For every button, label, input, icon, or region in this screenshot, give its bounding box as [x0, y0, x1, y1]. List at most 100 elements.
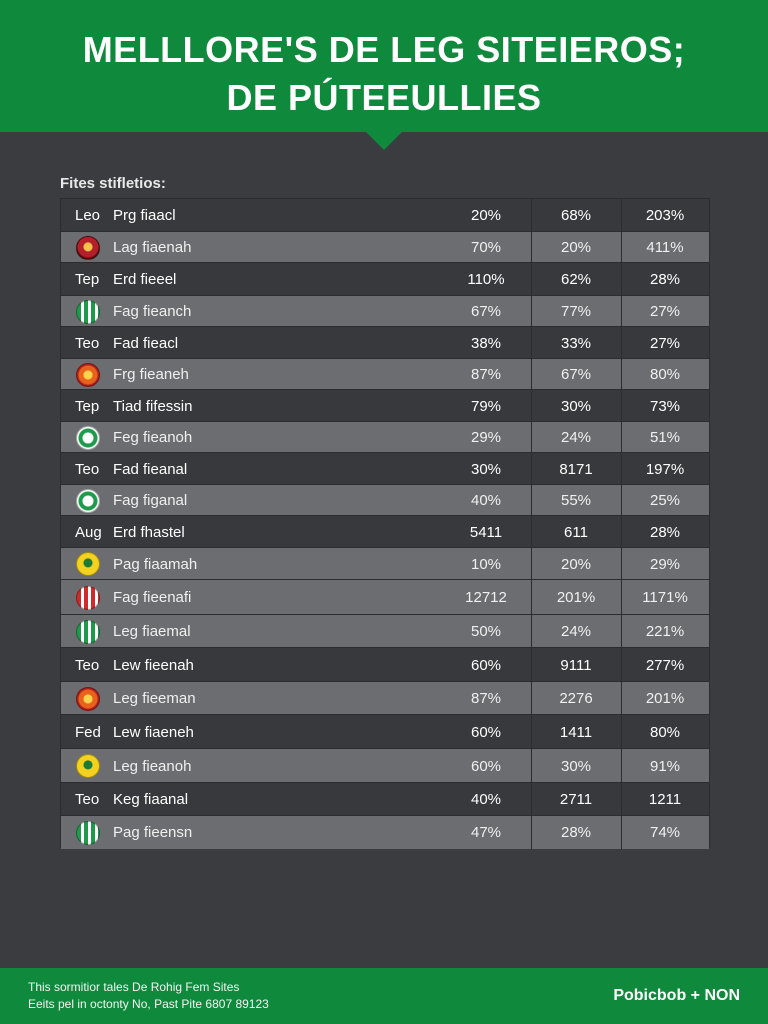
- stat-value-1: 87%: [470, 366, 502, 383]
- column-divider: [621, 390, 622, 422]
- green-yellow-crest-icon: [76, 552, 100, 576]
- column-divider: [621, 232, 622, 263]
- stat-value-3: 411%: [646, 239, 684, 256]
- stat-value-3: 74%: [649, 824, 681, 841]
- table-row: Tep Erd fieeel 110% 62% 28%: [61, 262, 709, 296]
- team-name: Erd fieeel: [113, 271, 177, 288]
- team-badge-cell: [75, 749, 101, 783]
- stat-value-2: 9111: [560, 656, 592, 674]
- table-row: Teo Keg fiaanal 40% 2711 1211: [61, 782, 709, 816]
- stat-value-1: 10%: [470, 555, 502, 573]
- stat-value-3: 201%: [645, 690, 685, 707]
- team-name: Leg fieeman: [113, 690, 196, 707]
- column-divider: [531, 783, 532, 816]
- stat-value-2: 2276: [559, 690, 593, 707]
- stat-value-2: 62%: [560, 271, 592, 288]
- green-stripes-icon: [76, 820, 100, 845]
- column-divider: [531, 263, 532, 296]
- team-badge-cell: [75, 232, 101, 263]
- table-row: Fag fieenafi 12712 201% 1171%: [61, 579, 709, 615]
- team-code: Teo: [75, 460, 100, 478]
- orange-crest-icon: [76, 686, 100, 711]
- table-row: Pag fieensn 47% 28% 74%: [61, 815, 709, 849]
- stat-value-3: 221%: [645, 623, 685, 640]
- column-divider: [621, 548, 622, 580]
- column-divider: [621, 715, 622, 749]
- team-name: Pag fieensn: [113, 824, 193, 841]
- table-row: Pag fiaamah 10% 20% 29%: [61, 547, 709, 580]
- team-name: Frg fieaneh: [113, 366, 189, 383]
- stat-value-2: 28%: [560, 824, 592, 841]
- stat-value-3: 80%: [649, 723, 681, 741]
- team-name: Keg fiaanal: [113, 791, 189, 808]
- team-badge-cell: [75, 422, 101, 453]
- stat-value-3: 28%: [649, 523, 681, 541]
- column-divider: [621, 749, 622, 783]
- stat-value-2: 201%: [556, 589, 596, 606]
- stat-value-1: 60%: [470, 656, 502, 674]
- team-badge-cell: [75, 816, 101, 849]
- stat-value-2: 24%: [560, 429, 592, 446]
- stat-value-1: 60%: [470, 757, 502, 775]
- table-row: Fed Lew fiaeneh 60% 1411 80%: [61, 714, 709, 749]
- stat-value-3: 25%: [649, 492, 681, 509]
- stat-value-3: 1211: [648, 791, 682, 808]
- column-divider: [531, 580, 532, 615]
- table-row: Leo Prg fiaacl 20% 68% 203%: [61, 198, 709, 232]
- column-divider: [621, 580, 622, 615]
- page-title: MELLLORE'S DE LEG SITEIEROS; DE PÚTEEULL…: [0, 26, 768, 122]
- column-divider: [531, 232, 532, 263]
- column-divider: [531, 199, 532, 232]
- stat-value-1: 67%: [470, 303, 502, 320]
- column-divider: [531, 516, 532, 548]
- stat-value-1: 30%: [470, 460, 502, 478]
- team-badge-cell: [75, 682, 101, 715]
- column-divider: [621, 648, 622, 682]
- stat-value-3: 91%: [649, 757, 681, 775]
- green-white-crest-icon: [76, 488, 100, 513]
- column-divider: [531, 648, 532, 682]
- footer-text-line-1: This sormitior tales De Rohig Fem Sites: [28, 980, 240, 994]
- column-divider: [621, 296, 622, 327]
- table-subtitle: Fites stifletios:: [60, 175, 166, 192]
- stat-value-3: 80%: [649, 366, 681, 383]
- stat-value-3: 51%: [649, 429, 681, 446]
- red-crest-icon: [76, 235, 100, 260]
- column-divider: [621, 816, 622, 849]
- stat-value-2: 33%: [560, 334, 592, 352]
- stat-value-1: 29%: [470, 429, 502, 446]
- column-divider: [531, 359, 532, 390]
- stat-value-3: 277%: [645, 656, 685, 674]
- stat-value-3: 73%: [649, 397, 681, 415]
- table-row: Feg fieanoh 29% 24% 51%: [61, 421, 709, 453]
- column-divider: [621, 327, 622, 359]
- team-badge-cell: [75, 359, 101, 390]
- table-row: Fag figanal 40% 55% 25%: [61, 484, 709, 516]
- stat-value-2: 77%: [560, 303, 592, 320]
- column-divider: [621, 263, 622, 296]
- stat-value-3: 29%: [649, 555, 681, 573]
- stat-value-1: 20%: [470, 207, 502, 224]
- table-row: Aug Erd fhastel 5411 611 28%: [61, 515, 709, 548]
- stat-value-2: 24%: [560, 623, 592, 640]
- team-badge-cell: [75, 548, 101, 580]
- team-name: Fag figanal: [113, 492, 188, 509]
- stat-value-1: 40%: [470, 791, 502, 808]
- team-name: Prg fiaacl: [113, 207, 176, 224]
- team-code: Leo: [75, 207, 101, 224]
- team-code: Teo: [75, 656, 100, 674]
- team-name: Leg fieanoh: [113, 757, 192, 775]
- team-name: Fad fieacl: [113, 334, 179, 352]
- table-row: Fag fieanch 67% 77% 27%: [61, 295, 709, 327]
- column-divider: [531, 390, 532, 422]
- stat-value-2: 20%: [560, 239, 592, 256]
- team-name: Feg fieanoh: [113, 429, 193, 446]
- stat-value-2: 67%: [560, 366, 592, 383]
- column-divider: [621, 485, 622, 516]
- team-name: Lew fiaeneh: [113, 723, 194, 741]
- stat-value-1: 40%: [470, 492, 502, 509]
- stat-value-3: 1171%: [642, 589, 688, 606]
- team-name: Erd fhastel: [113, 523, 185, 541]
- column-divider: [531, 453, 532, 485]
- column-divider: [531, 485, 532, 516]
